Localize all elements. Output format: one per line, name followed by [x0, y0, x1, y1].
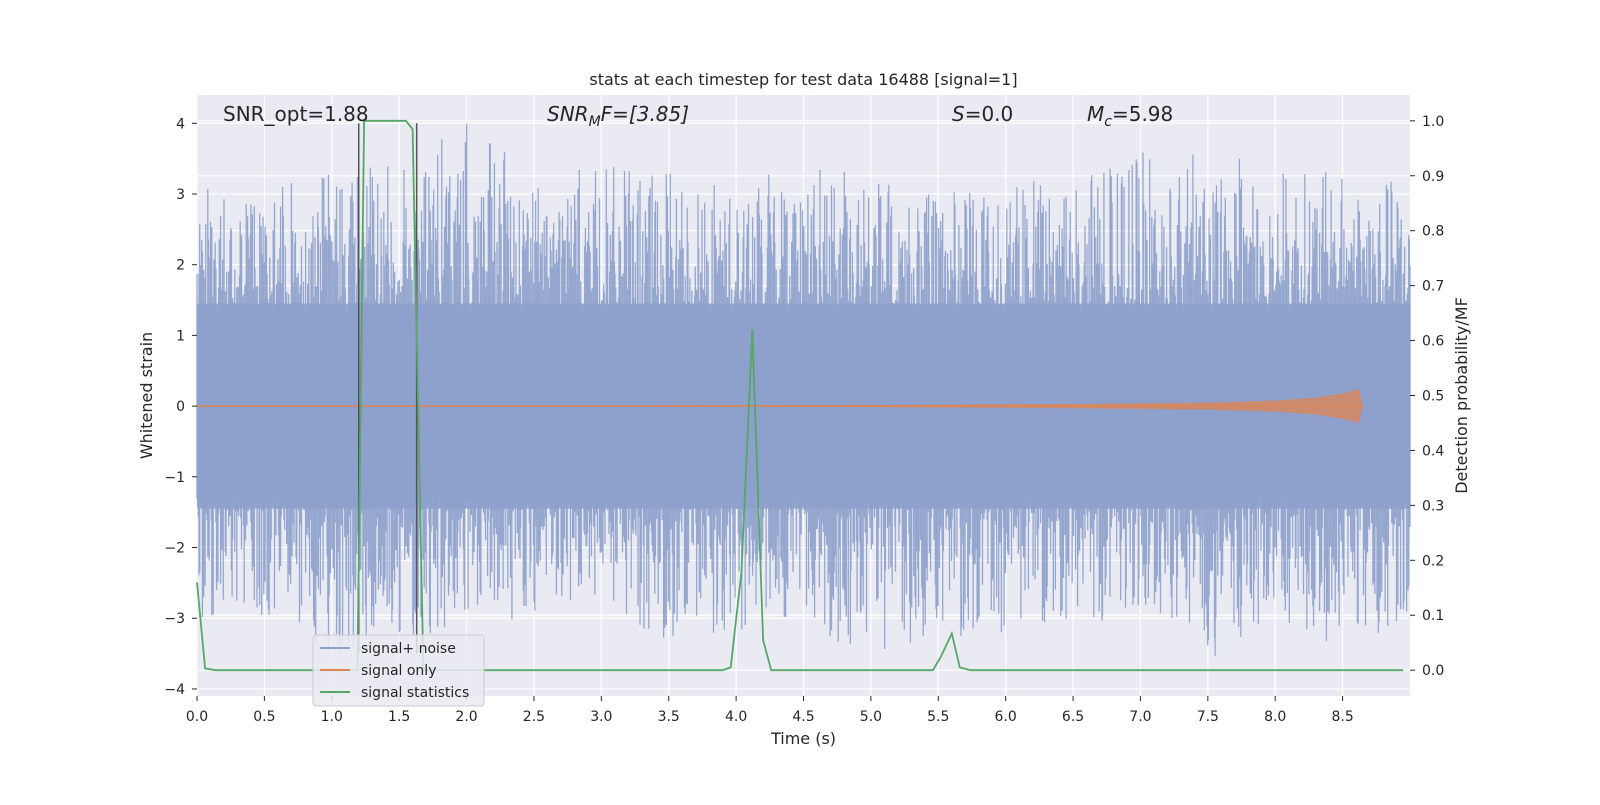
x-tick-label: 7.5	[1197, 709, 1219, 725]
x-tick-label: 0.5	[253, 709, 275, 725]
x-tick-label: 1.0	[321, 709, 343, 725]
y-tick-label: −1	[164, 470, 185, 486]
annotation-mc-rest: =5.98	[1112, 102, 1173, 126]
y-axis-label: Whitened strain	[137, 332, 156, 459]
y-tick-label: −2	[164, 541, 185, 557]
chart-title: stats at each timestep for test data 164…	[589, 70, 1017, 89]
legend-label-signal-only: signal only	[361, 663, 436, 679]
y-tick-label-right: 0.7	[1422, 279, 1444, 295]
y-tick-label-right: 0.1	[1422, 608, 1444, 624]
legend-label-signal-noise: signal+ noise	[361, 641, 456, 657]
y-tick-label-right: 0.0	[1422, 663, 1444, 679]
legend: signal+ noise signal only signal statist…	[312, 634, 485, 707]
annotation-s-rest: =0.0	[965, 102, 1014, 126]
annotation-mc-sub: c	[1104, 114, 1112, 130]
y-tick-label: 3	[176, 187, 185, 203]
legend-box	[312, 634, 485, 707]
y-tick-label: 0	[176, 399, 185, 415]
x-tick-label: 6.5	[1062, 709, 1084, 725]
annotation-snr-mf-sub: M	[589, 114, 601, 130]
x-tick-label: 6.0	[995, 709, 1017, 725]
y-tick-label-right: 0.9	[1422, 169, 1444, 185]
noise-trace	[196, 123, 1411, 656]
y-tick-label: −4	[164, 682, 185, 698]
y-tick-label-right: 0.5	[1422, 389, 1444, 405]
y-tick-label-right: 0.4	[1422, 443, 1444, 459]
y-tick-label-right: 0.8	[1422, 224, 1444, 240]
legend-label-signal-statistics: signal statistics	[361, 685, 469, 701]
x-tick-label: 5.5	[927, 709, 949, 725]
y-tick-label: −3	[164, 611, 185, 627]
x-tick-label: 5.0	[860, 709, 882, 725]
axes: 0.0 0.5 1.0 1.5 2.0 2.5 3.0 3.5 4.0 4.5 5.0 5.5 6.0 6…	[164, 114, 1444, 725]
y-tick-label: 2	[176, 258, 185, 274]
x-axis-label: Time (s)	[770, 729, 836, 748]
annotation-mc-base: M	[1087, 102, 1104, 126]
x-tick-label: 7.0	[1129, 709, 1151, 725]
x-tick-label: 0.0	[186, 709, 208, 725]
annotation-mc: Mc=5.98	[1087, 102, 1173, 130]
x-tick-label: 3.5	[658, 709, 680, 725]
y-tick-label: 4	[176, 116, 185, 132]
x-tick-label: 3.0	[590, 709, 612, 725]
y-tick-label-right: 0.2	[1422, 553, 1444, 569]
x-tick-label: 8.5	[1331, 709, 1353, 725]
annotation-snr-mf-rest: F=[3.85]	[601, 102, 689, 126]
annotation-snr-mf-base: SNR	[547, 102, 589, 126]
x-tick-label: 1.5	[388, 709, 410, 725]
y-tick-label-right: 1.0	[1422, 114, 1444, 130]
x-tick-label: 2.5	[523, 709, 545, 725]
x-tick-label: 4.0	[725, 709, 747, 725]
y-tick-label-right: 0.3	[1422, 498, 1444, 514]
y-tick-label-right: 0.6	[1422, 334, 1444, 350]
annotation-s: S=0.0	[952, 102, 1013, 126]
annotation-snr-mf: SNRMF=[3.85]	[547, 102, 689, 130]
annotation-snr-opt: SNR_opt=1.88	[223, 102, 369, 126]
y-axis-label-right: Detection probability/MF	[1452, 297, 1471, 494]
x-tick-label: 8.0	[1264, 709, 1286, 725]
annotation-s-var: S	[952, 102, 965, 126]
x-tick-label: 2.0	[455, 709, 477, 725]
y-tick-label: 1	[176, 328, 185, 344]
x-tick-label: 4.5	[792, 709, 814, 725]
series-signal-only	[197, 389, 1363, 424]
